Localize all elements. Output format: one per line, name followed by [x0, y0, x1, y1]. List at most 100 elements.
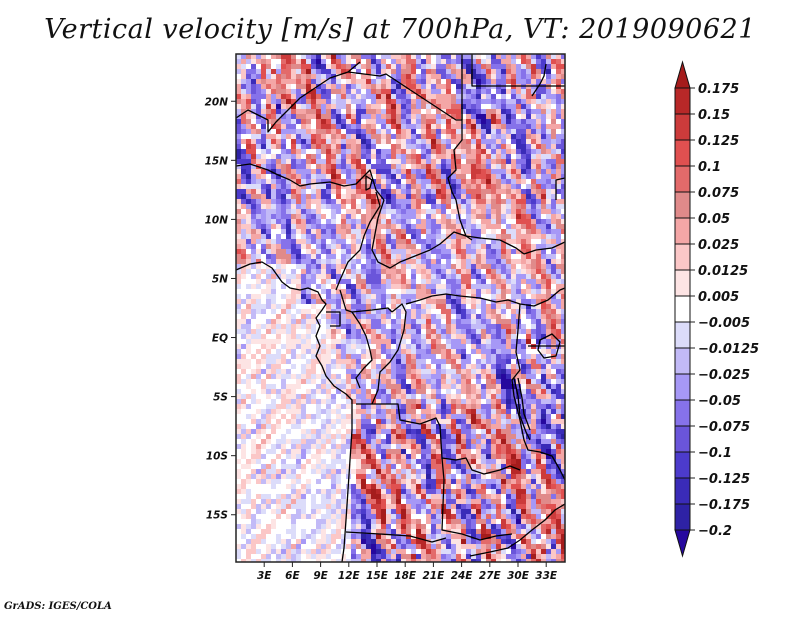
field-cell: [531, 234, 536, 239]
field-cell: [436, 449, 441, 454]
field-cell: [461, 304, 466, 309]
field-cell: [256, 309, 261, 314]
field-cell: [461, 364, 466, 369]
field-cell: [356, 159, 361, 164]
field-cell: [431, 164, 436, 169]
field-cell: [546, 304, 551, 309]
field-cell: [451, 329, 456, 334]
field-cell: [271, 54, 276, 59]
field-cell: [286, 249, 291, 254]
field-cell: [261, 469, 266, 474]
field-cell: [526, 54, 531, 59]
field-cell: [546, 299, 551, 304]
field-cell: [256, 299, 261, 304]
field-cell: [366, 324, 371, 329]
field-cell: [391, 274, 396, 279]
field-cell: [441, 184, 446, 189]
field-cell: [281, 379, 286, 384]
field-cell: [491, 289, 496, 294]
chart-title: Vertical velocity [m/s] at 700hPa, VT: 2…: [44, 14, 756, 45]
field-cell: [516, 459, 521, 464]
field-cell: [266, 219, 271, 224]
field-cell: [386, 449, 391, 454]
field-cell: [396, 319, 401, 324]
field-cell: [311, 454, 316, 459]
field-cell: [496, 289, 501, 294]
field-cell: [421, 469, 426, 474]
field-cell: [381, 159, 386, 164]
field-cell: [386, 469, 391, 474]
field-cell: [386, 239, 391, 244]
field-cell: [296, 99, 301, 104]
field-cell: [516, 289, 521, 294]
field-cell: [466, 264, 471, 269]
field-cell: [241, 84, 246, 89]
field-cell: [391, 399, 396, 404]
field-cell: [411, 54, 416, 59]
field-cell: [416, 329, 421, 334]
field-cell: [426, 229, 431, 234]
field-cell: [396, 274, 401, 279]
field-cell: [376, 94, 381, 99]
field-cell: [261, 164, 266, 169]
field-cell: [536, 229, 541, 234]
field-cell: [326, 299, 331, 304]
field-cell: [236, 204, 241, 209]
field-cell: [446, 339, 451, 344]
field-cell: [461, 259, 466, 264]
field-cell: [476, 324, 481, 329]
field-cell: [361, 274, 366, 279]
field-cell: [551, 259, 556, 264]
field-cell: [276, 389, 281, 394]
field-cell: [296, 309, 301, 314]
field-cell: [416, 174, 421, 179]
field-cell: [276, 79, 281, 84]
field-cell: [431, 334, 436, 339]
field-cell: [331, 144, 336, 149]
field-cell: [271, 199, 276, 204]
field-cell: [366, 349, 371, 354]
field-cell: [321, 144, 326, 149]
field-cell: [291, 399, 296, 404]
field-cell: [266, 149, 271, 154]
field-cell: [531, 399, 536, 404]
field-cell: [416, 169, 421, 174]
field-cell: [451, 179, 456, 184]
field-cell: [476, 144, 481, 149]
field-cell: [356, 304, 361, 309]
field-cell: [431, 269, 436, 274]
field-cell: [281, 64, 286, 69]
field-cell: [476, 59, 481, 64]
field-cell: [236, 94, 241, 99]
field-cell: [301, 84, 306, 89]
field-cell: [461, 289, 466, 294]
field-cell: [331, 89, 336, 94]
field-cell: [366, 119, 371, 124]
field-cell: [541, 179, 546, 184]
field-cell: [521, 464, 526, 469]
field-cell: [501, 319, 506, 324]
field-cell: [291, 419, 296, 424]
field-cell: [311, 134, 316, 139]
field-cell: [496, 189, 501, 194]
field-cell: [431, 174, 436, 179]
field-cell: [301, 104, 306, 109]
field-cell: [326, 289, 331, 294]
field-cell: [536, 159, 541, 164]
field-cell: [431, 339, 436, 344]
field-cell: [256, 459, 261, 464]
field-cell: [266, 364, 271, 369]
field-cell: [356, 69, 361, 74]
field-cell: [481, 109, 486, 114]
field-cell: [381, 194, 386, 199]
field-cell: [336, 259, 341, 264]
field-cell: [546, 149, 551, 154]
field-cell: [391, 69, 396, 74]
field-cell: [436, 94, 441, 99]
field-cell: [311, 349, 316, 354]
field-cell: [246, 79, 251, 84]
field-cell: [541, 444, 546, 449]
field-cell: [261, 339, 266, 344]
field-cell: [251, 259, 256, 264]
field-cell: [241, 369, 246, 374]
